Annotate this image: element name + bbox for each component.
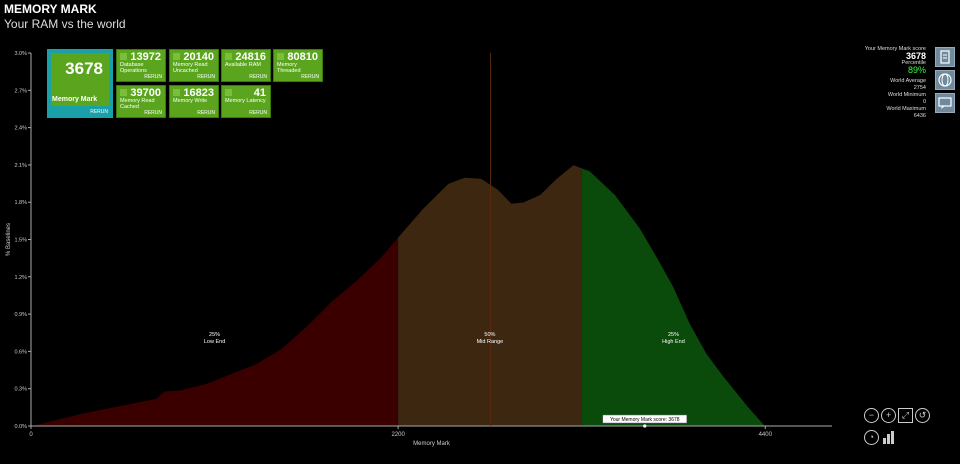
x-tick-label: 2200 — [391, 432, 405, 438]
rerun-button[interactable]: RERUN — [249, 110, 267, 116]
tile-icon — [120, 53, 127, 60]
region-area-1 — [398, 164, 582, 426]
bar-chart-icon[interactable] — [882, 430, 896, 444]
region-pct-label: 25% — [209, 332, 220, 338]
tile-value: 3678 — [65, 59, 103, 78]
region-name-label: High End — [662, 339, 685, 345]
y-axis-label: % Baselines — [6, 223, 12, 256]
tile-available-ram[interactable]: 24816 Available RAM RERUN — [221, 49, 271, 82]
region-pct-label: 25% — [668, 332, 679, 338]
score-marker-box — [602, 414, 688, 424]
page-subtitle: Your RAM vs the world — [4, 17, 126, 31]
tile-memory-write[interactable]: 16823 Memory Write RERUN — [169, 85, 219, 118]
tile-label: Memory Read Uncached — [173, 62, 208, 74]
tile-value: 16823 — [183, 87, 214, 99]
y-tick-label: 2.7% — [14, 88, 27, 94]
page-title: MEMORY MARK — [4, 2, 97, 16]
tile-label: Database Operations — [120, 62, 147, 74]
score-marker-label: Your Memory Mark score: 3678 — [610, 417, 680, 423]
tile-label: Available RAM — [225, 62, 261, 68]
tile-value: 13972 — [130, 51, 161, 63]
gauge-icon[interactable]: ◔ — [864, 430, 879, 445]
region-name-label: Mid Range — [477, 339, 504, 345]
tile-label: Memory Mark — [52, 96, 98, 103]
tile-value: 39700 — [130, 87, 161, 99]
x-tick-label: 4400 — [759, 432, 773, 438]
world-maximum-label: World Maximum — [886, 106, 926, 112]
zoom-reset-icon[interactable]: ↺ — [915, 408, 930, 423]
region-name-label: Low End — [204, 339, 225, 345]
y-tick-label: 2.4% — [14, 126, 27, 132]
y-tick-label: 1.5% — [14, 238, 27, 244]
region-area-2 — [581, 168, 766, 426]
tile-value: 41 — [253, 87, 266, 99]
tile-face — [51, 53, 109, 106]
region-pct-label: 50% — [484, 332, 495, 338]
score-label: Your Memory Mark score — [864, 46, 926, 52]
score-marker-dot — [643, 424, 647, 428]
y-tick-label: 3.0% — [14, 51, 27, 57]
tile-value: 24816 — [235, 51, 266, 63]
region-area-0 — [31, 237, 399, 426]
tile-icon — [120, 89, 127, 96]
percentile-label: Percentile — [901, 60, 926, 66]
document-icon[interactable] — [935, 47, 955, 67]
y-tick-label: 1.2% — [14, 275, 27, 281]
y-tick-label: 0.0% — [14, 424, 27, 430]
rerun-button[interactable]: RERUN — [144, 110, 162, 116]
rerun-button[interactable]: RERUN — [144, 74, 162, 80]
zoom-in-icon[interactable]: + — [881, 408, 896, 423]
rerun-button[interactable]: RERUN — [301, 74, 319, 80]
tile-database-operations[interactable]: 13972 Database Operations RERUN — [116, 49, 166, 82]
tile-icon — [173, 89, 180, 96]
y-tick-label: 0.6% — [14, 349, 27, 355]
x-tick-label: 0 — [29, 432, 33, 438]
world-average-value: 2754 — [913, 85, 926, 91]
percentile-value: 89% — [907, 65, 926, 75]
tile-icon — [225, 89, 232, 96]
score-panel: Your Memory Mark score 3678 Percentile 8… — [865, 46, 926, 120]
rerun-button[interactable]: RERUN — [197, 74, 215, 80]
y-tick-label: 2.1% — [14, 163, 27, 169]
tile-label: Memory Latency — [225, 98, 266, 104]
tile-memory-latency[interactable]: 41 Memory Latency RERUN — [221, 85, 271, 118]
tile-memory-mark[interactable]: 3678 Memory Mark RERUN — [47, 49, 113, 118]
zoom-fit-icon[interactable]: ⤢ — [898, 408, 913, 423]
zoom-out-icon[interactable]: − — [864, 408, 879, 423]
score-value: 3678 — [905, 51, 926, 61]
tile-icon — [277, 53, 284, 60]
world-maximum-value: 6436 — [913, 113, 926, 119]
chat-icon[interactable] — [935, 93, 955, 113]
tile-memory-read-cached[interactable]: 39700 Memory Read Cached RERUN — [116, 85, 166, 118]
tile-value: 80810 — [287, 51, 318, 63]
y-tick-label: 0.9% — [14, 312, 27, 318]
distribution-line — [30, 164, 766, 427]
world-minimum-label: World Minimum — [887, 92, 926, 98]
tile-icon — [225, 53, 232, 60]
tile-value: 20140 — [183, 51, 214, 63]
tile-label: Memory Read Cached — [120, 98, 155, 110]
rerun-button[interactable]: RERUN — [197, 110, 215, 116]
tile-icon — [173, 53, 180, 60]
tile-label: Memory Write — [173, 98, 208, 104]
y-tick-label: 1.8% — [14, 200, 27, 206]
world-minimum-value: 0 — [922, 99, 926, 105]
tile-label: Memory Threaded — [277, 62, 301, 74]
tile-memory-threaded[interactable]: 80810 Memory Threaded RERUN — [273, 49, 323, 82]
rerun-button[interactable]: RERUN — [90, 109, 108, 115]
y-tick-label: 0.3% — [14, 387, 27, 393]
x-axis-label: Memory Mark — [413, 441, 451, 447]
world-average-label: World Average — [890, 78, 926, 84]
rerun-button[interactable]: RERUN — [249, 74, 267, 80]
globe-icon[interactable] — [935, 70, 955, 90]
tile-memory-read-uncached[interactable]: 20140 Memory Read Uncached RERUN — [169, 49, 219, 82]
